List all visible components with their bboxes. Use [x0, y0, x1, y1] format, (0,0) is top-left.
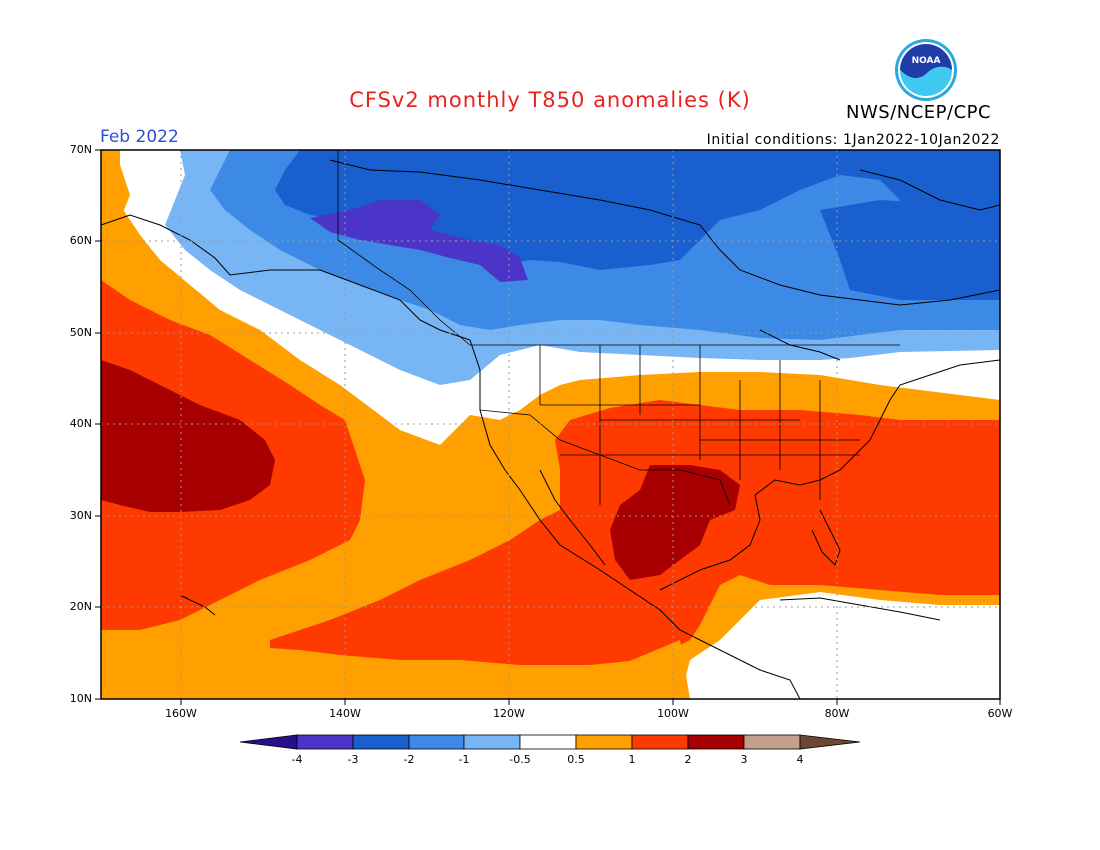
colorbar-label: -1 [458, 753, 470, 766]
colorbar-label: -4 [291, 753, 303, 766]
colorbar-label: 0.5 [567, 753, 585, 766]
colorbar-cap-high [799, 734, 861, 750]
lon-label-60w: 60W [987, 707, 1013, 720]
colorbar-label: -2 [403, 753, 415, 766]
lat-label-60n: 60N [69, 234, 92, 247]
colorbar-label: -3 [347, 753, 359, 766]
lon-label-120w: 120W [493, 707, 525, 720]
initial-conditions-label: Initial conditions: 1Jan2022-10Jan2022 [706, 132, 1000, 148]
noaa-logo-icon: NOAA [895, 39, 957, 101]
gridlines [101, 150, 1000, 699]
colorbar-label: 1 [628, 753, 636, 766]
colorbar-cap-low [239, 734, 298, 750]
colorbar-label: 4 [796, 753, 804, 766]
logo-text: NOAA [912, 56, 941, 66]
lat-label-20n: 20N [69, 600, 92, 613]
colorbar [239, 734, 861, 750]
colorbar-swatch [408, 734, 465, 750]
org-label: NWS/NCEP/CPC [846, 102, 992, 123]
chart-title: CFSv2 monthly T850 anomalies (K) [349, 88, 751, 112]
lat-label-50n: 50N [69, 326, 92, 339]
month-label: Feb 2022 [100, 127, 179, 147]
lon-label-100w: 100W [657, 707, 689, 720]
lat-label-30n: 30N [69, 509, 92, 522]
axis-ticks [95, 149, 1001, 705]
colorbar-swatch [463, 734, 521, 750]
lon-label-80w: 80W [824, 707, 850, 720]
lat-label-40n: 40N [69, 417, 92, 430]
colorbar-label: -0.5 [509, 753, 531, 766]
colorbar-label: 3 [740, 753, 748, 766]
lon-label-160w: 160W [165, 707, 197, 720]
lat-label-70n: 70N [69, 143, 92, 156]
colorbar-swatch [519, 734, 577, 750]
lat-label-10n: 10N [69, 692, 92, 705]
colorbar-swatch [575, 734, 633, 750]
colorbar-swatch [743, 734, 801, 750]
anomaly-fill [101, 150, 1000, 699]
lon-label-140w: 140W [329, 707, 361, 720]
colorbar-swatch [687, 734, 745, 750]
colorbar-swatch [352, 734, 410, 750]
borders [337, 150, 900, 506]
colorbar-swatch [631, 734, 689, 750]
colorbar-swatch [296, 734, 354, 750]
colorbar-label: 2 [684, 753, 692, 766]
